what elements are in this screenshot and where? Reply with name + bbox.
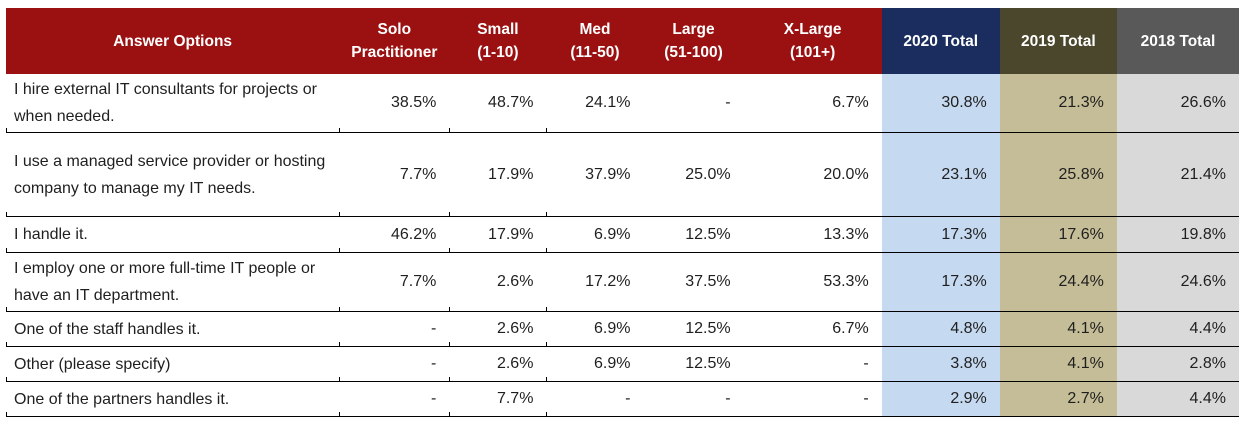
header-label-line: Med: [579, 21, 611, 38]
column-header-solo-practitioner: Solo Practitioner: [339, 8, 450, 74]
header-label-line: (11-50): [570, 44, 620, 61]
value-cell: 2.8%: [1116, 346, 1239, 382]
column-header-med-11-50-: Med (11-50): [546, 8, 644, 74]
value-cell: -: [643, 381, 744, 417]
value-cell: 12.5%: [643, 346, 744, 382]
value-cell: 48.7%: [449, 74, 547, 133]
column-header-large-51-100-: Large (51-100): [643, 8, 744, 74]
column-header-2018-total: 2018 Total: [1116, 8, 1239, 74]
value-cell: 21.3%: [999, 74, 1117, 133]
answer-option-cell: I hire external IT consultants for proje…: [6, 74, 340, 133]
value-cell: 17.9%: [449, 132, 547, 217]
value-cell: 53.3%: [743, 252, 882, 312]
value-cell: 21.4%: [1116, 132, 1239, 217]
table-body: I hire external IT consultants for proje…: [6, 74, 1239, 417]
value-cell: 2.9%: [881, 381, 1000, 417]
value-cell: 37.5%: [643, 252, 744, 312]
column-header-answer-options: Answer Options: [6, 8, 340, 74]
value-cell: -: [339, 346, 450, 382]
value-cell: 17.9%: [449, 216, 547, 253]
value-cell: 4.1%: [999, 346, 1117, 382]
value-cell: 17.2%: [546, 252, 644, 312]
table-row: Other (please specify) -2.6% 6.9% 12.5% -3.8…: [6, 346, 1239, 382]
column-header-small-1-10-: Small (1-10): [449, 8, 547, 74]
answer-option-cell: One of the staff handles it.: [6, 311, 340, 347]
answer-option-cell: Other (please specify): [6, 346, 340, 382]
value-cell: 6.9%: [546, 311, 644, 347]
value-cell: 17.6%: [999, 216, 1117, 253]
header-label-line: Answer Options: [113, 32, 233, 50]
value-cell: 37.9%: [546, 132, 644, 217]
value-cell: 26.6%: [1116, 74, 1239, 133]
it-support-survey-table: Answer Options Solo Practitioner Small (1-10…: [6, 8, 1239, 417]
value-cell: 6.7%: [743, 74, 882, 133]
value-cell: -: [743, 381, 882, 417]
header-label-line: Practitioner: [351, 44, 438, 61]
value-cell: 6.9%: [546, 216, 644, 253]
value-cell: 17.3%: [881, 252, 1000, 312]
value-cell: 24.4%: [999, 252, 1117, 312]
value-cell: 24.6%: [1116, 252, 1239, 312]
value-cell: 23.1%: [881, 132, 1000, 217]
table-row: One of the partners handles it. -7.7% - - -2…: [6, 381, 1239, 417]
value-cell: -: [339, 381, 450, 417]
value-cell: 30.8%: [881, 74, 1000, 133]
value-cell: 4.4%: [1116, 381, 1239, 417]
answer-option-cell: I use a managed service provider or host…: [6, 132, 340, 217]
value-cell: 4.4%: [1116, 311, 1239, 347]
header-label-line: X-Large: [783, 21, 842, 38]
answer-option-cell: One of the partners handles it.: [6, 381, 340, 417]
value-cell: 3.8%: [881, 346, 1000, 382]
column-header-2019-total: 2019 Total: [999, 8, 1117, 74]
header-label-line: (51-100): [664, 44, 723, 61]
column-header-x-large-101-: X-Large (101+): [743, 8, 882, 74]
header-label-line: (101+): [790, 44, 836, 61]
value-cell: 12.5%: [643, 216, 744, 253]
header-label-line: 2020 Total: [903, 32, 979, 50]
value-cell: 12.5%: [643, 311, 744, 347]
value-cell: 20.0%: [743, 132, 882, 217]
header-label-line: Large: [672, 21, 715, 38]
value-cell: 2.6%: [449, 252, 547, 312]
value-cell: 25.0%: [643, 132, 744, 217]
header-label-line: Solo: [377, 21, 412, 38]
value-cell: 6.9%: [546, 346, 644, 382]
header-label-line: Small: [477, 21, 519, 38]
value-cell: 4.8%: [881, 311, 1000, 347]
table-row: I handle it. 46.2% 17.9% 6.9% 12.5% 13.3% 17.3…: [6, 216, 1239, 253]
value-cell: 2.7%: [999, 381, 1117, 417]
value-cell: -: [546, 381, 644, 417]
value-cell: -: [743, 346, 882, 382]
value-cell: -: [643, 74, 744, 133]
value-cell: 13.3%: [743, 216, 882, 253]
value-cell: -: [339, 311, 450, 347]
value-cell: 6.7%: [743, 311, 882, 347]
table-row: I hire external IT consultants for proje…: [6, 74, 1239, 133]
table-row: I use a managed service provider or host…: [6, 132, 1239, 217]
value-cell: 2.6%: [449, 346, 547, 382]
value-cell: 7.7%: [449, 381, 547, 417]
column-header-2020-total: 2020 Total: [881, 8, 1000, 74]
value-cell: 7.7%: [339, 252, 450, 312]
header-label-line: 2019 Total: [1020, 32, 1096, 50]
value-cell: 19.8%: [1116, 216, 1239, 253]
value-cell: 17.3%: [881, 216, 1000, 253]
value-cell: 46.2%: [339, 216, 450, 253]
header-label-line: (1-10): [477, 44, 519, 61]
answer-option-cell: I employ one or more full-time IT people…: [6, 252, 340, 312]
header-label-line: 2018 Total: [1140, 32, 1216, 50]
header-row: Answer Options Solo Practitioner Small (1-10…: [6, 8, 1239, 74]
table-row: One of the staff handles it. -2.6% 6.9% 12.…: [6, 311, 1239, 347]
table-row: I employ one or more full-time IT people…: [6, 252, 1239, 312]
table-header: Answer Options Solo Practitioner Small (1-10…: [6, 8, 1239, 74]
value-cell: 24.1%: [546, 74, 644, 133]
value-cell: 2.6%: [449, 311, 547, 347]
value-cell: 4.1%: [999, 311, 1117, 347]
value-cell: 25.8%: [999, 132, 1117, 217]
answer-option-cell: I handle it.: [6, 216, 340, 253]
value-cell: 38.5%: [339, 74, 450, 133]
value-cell: 7.7%: [339, 132, 450, 217]
